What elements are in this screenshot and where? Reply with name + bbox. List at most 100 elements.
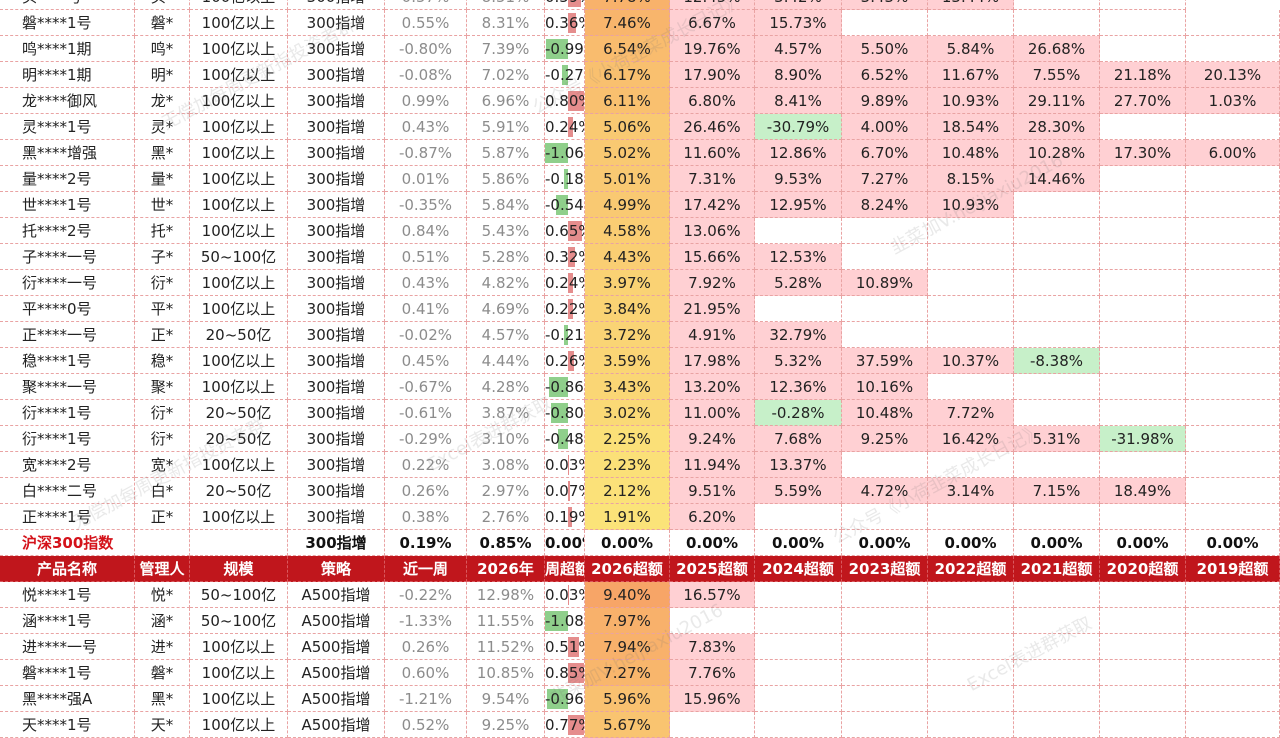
excess-2019-cell: 1.03% bbox=[1186, 88, 1280, 114]
excess-2023-cell: 5.50% bbox=[842, 36, 928, 62]
strategy-cell: 300指增 bbox=[288, 400, 385, 426]
strategy-cell: 300指增 bbox=[288, 530, 385, 556]
week-excess-value: 0.59% bbox=[545, 0, 584, 6]
table-row: 磐****1号磐*100亿以上A500指增0.60%10.85%0.85%7.2… bbox=[0, 660, 1280, 686]
ytd-2026-cell: 0.85% bbox=[467, 530, 545, 556]
excess-2020-cell bbox=[1100, 660, 1186, 686]
manager-cell: 正* bbox=[135, 322, 190, 348]
week-excess-cell: 0.65% bbox=[545, 218, 585, 244]
ytd-2026-cell: 7.02% bbox=[467, 62, 545, 88]
excess-2025-cell: 7.76% bbox=[670, 660, 755, 686]
excess-2020-cell bbox=[1100, 10, 1186, 36]
excess-2020-cell bbox=[1100, 686, 1186, 712]
excess-2022-cell: 3.14% bbox=[928, 478, 1014, 504]
excess-2022-cell: 0.00% bbox=[928, 530, 1014, 556]
week-excess-cell: -0.86% bbox=[545, 374, 585, 400]
product-name-cell: 衍****1号 bbox=[0, 426, 135, 452]
table-row: 稳****1号稳*100亿以上300指增0.45%4.44%0.26%3.59%… bbox=[0, 348, 1280, 374]
manager-cell: 磐* bbox=[135, 660, 190, 686]
excess-2021-cell: 7.15% bbox=[1014, 478, 1100, 504]
excess-2023-cell: 9.25% bbox=[842, 426, 928, 452]
week-excess-cell: -0.80% bbox=[545, 400, 585, 426]
excess-2020-cell bbox=[1100, 348, 1186, 374]
table-row: 量****2号量*100亿以上300指增0.01%5.86%-0.18%5.01… bbox=[0, 166, 1280, 192]
column-header-wk: 近一周 bbox=[385, 556, 467, 582]
week-excess-value: -0.18% bbox=[545, 170, 584, 188]
excess-2023-cell bbox=[842, 608, 928, 634]
excess-2020-cell bbox=[1100, 192, 1186, 218]
week-excess-value: -0.99% bbox=[545, 40, 584, 58]
excess-2026-cell: 6.17% bbox=[585, 62, 670, 88]
table-row: 正****1号正*100亿以上300指增0.38%2.76%0.19%1.91%… bbox=[0, 504, 1280, 530]
excess-2024-cell: 8.41% bbox=[755, 88, 842, 114]
week-excess-bar bbox=[563, 325, 569, 345]
week-excess-bar bbox=[568, 299, 574, 319]
product-name-cell: 龙****御风 bbox=[0, 88, 135, 114]
excess-2023-cell: 8.24% bbox=[842, 192, 928, 218]
manager-cell: 白* bbox=[135, 478, 190, 504]
excess-2025-cell: 15.96% bbox=[670, 686, 755, 712]
week-excess-value: 0.24% bbox=[545, 274, 584, 292]
product-name-cell: 正****1号 bbox=[0, 504, 135, 530]
ytd-2026-cell: 5.43% bbox=[467, 218, 545, 244]
manager-cell: 灵* bbox=[135, 114, 190, 140]
excess-2025-cell: 7.83% bbox=[670, 634, 755, 660]
manager-cell: 平* bbox=[135, 296, 190, 322]
excess-2024-cell: -30.79% bbox=[755, 114, 842, 140]
excess-2025-cell: 9.24% bbox=[670, 426, 755, 452]
excess-2020-cell bbox=[1100, 634, 1186, 660]
product-name-cell: 黑****增强 bbox=[0, 140, 135, 166]
excess-2019-cell: 0.00% bbox=[1186, 530, 1280, 556]
excess-2019-cell bbox=[1186, 244, 1280, 270]
week-return-cell: 0.26% bbox=[385, 634, 467, 660]
product-name-cell: 平****0号 bbox=[0, 296, 135, 322]
week-excess-cell: -0.21% bbox=[545, 322, 585, 348]
excess-2019-cell bbox=[1186, 270, 1280, 296]
excess-2020-cell bbox=[1100, 244, 1186, 270]
strategy-cell: 300指增 bbox=[288, 244, 385, 270]
excess-2021-cell bbox=[1014, 608, 1100, 634]
strategy-cell: A500指增 bbox=[288, 608, 385, 634]
week-return-cell: -0.02% bbox=[385, 322, 467, 348]
strategy-cell: A500指增 bbox=[288, 582, 385, 608]
scale-cell: 100亿以上 bbox=[190, 88, 288, 114]
excess-2026-cell: 2.12% bbox=[585, 478, 670, 504]
week-excess-bar bbox=[568, 13, 577, 33]
week-return-cell: 0.99% bbox=[385, 88, 467, 114]
excess-2019-cell bbox=[1186, 114, 1280, 140]
week-return-cell: -0.80% bbox=[385, 36, 467, 62]
excess-2025-cell: 17.90% bbox=[670, 62, 755, 88]
excess-2025-cell: 19.76% bbox=[670, 36, 755, 62]
excess-2025-cell: 7.92% bbox=[670, 270, 755, 296]
excess-2023-cell: 6.52% bbox=[842, 62, 928, 88]
table-row: 鸣****1期鸣*100亿以上300指增-0.80%7.39%-0.99%6.5… bbox=[0, 36, 1280, 62]
excess-2021-cell bbox=[1014, 660, 1100, 686]
week-excess-value: -0.27% bbox=[545, 66, 584, 84]
excess-2019-cell bbox=[1186, 686, 1280, 712]
scale-cell: 100亿以上 bbox=[190, 634, 288, 660]
product-name-cell: 鸣****1期 bbox=[0, 36, 135, 62]
excess-2022-cell bbox=[928, 244, 1014, 270]
week-excess-value: 0.22% bbox=[545, 300, 584, 318]
excess-2023-cell: 4.00% bbox=[842, 114, 928, 140]
strategy-cell: A500指增 bbox=[288, 634, 385, 660]
week-excess-bar bbox=[568, 117, 574, 137]
week-excess-value: 0.26% bbox=[545, 352, 584, 370]
week-excess-cell: 0.77% bbox=[545, 712, 585, 738]
excess-2024-cell bbox=[755, 296, 842, 322]
excess-2022-cell bbox=[928, 634, 1014, 660]
product-name-cell: 聚****一号 bbox=[0, 374, 135, 400]
excess-2022-cell: 5.84% bbox=[928, 36, 1014, 62]
excess-2023-cell: 3.43% bbox=[842, 0, 928, 10]
product-name-cell: 正****一号 bbox=[0, 322, 135, 348]
manager-cell: 龙* bbox=[135, 88, 190, 114]
column-header-we: 周超额 bbox=[545, 556, 585, 582]
excess-2019-cell: 6.00% bbox=[1186, 140, 1280, 166]
table-row: 衍****一号衍*100亿以上300指增0.43%4.82%0.24%3.97%… bbox=[0, 270, 1280, 296]
excess-2024-cell: 13.37% bbox=[755, 452, 842, 478]
excess-2020-cell bbox=[1100, 504, 1186, 530]
week-excess-value: 0.65% bbox=[545, 222, 584, 240]
table-row: 黑****强A黑*100亿以上A500指增-1.21%9.54%-0.96%5.… bbox=[0, 686, 1280, 712]
excess-2020-cell bbox=[1100, 400, 1186, 426]
excess-2019-cell bbox=[1186, 296, 1280, 322]
